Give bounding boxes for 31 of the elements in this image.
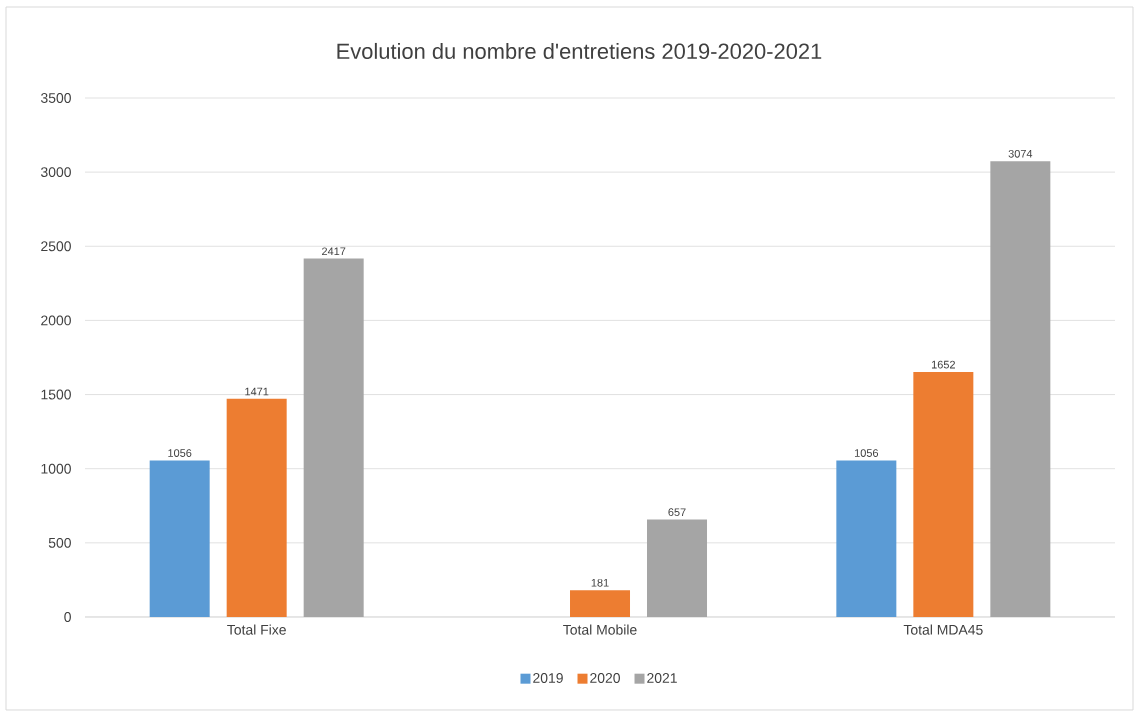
- data-label: 3074: [1008, 149, 1033, 158]
- bar: [303, 258, 364, 617]
- data-label: 181: [591, 578, 609, 587]
- bar: [913, 372, 974, 617]
- bar: [149, 460, 210, 617]
- x-tick-label: Total MDA45: [903, 624, 983, 635]
- chart-title: Evolution du nombre d'entretiens 2019-2020-2021: [337, 42, 822, 60]
- bar: [226, 398, 287, 617]
- data-label: 1652: [931, 360, 955, 369]
- y-tick-label: 3500: [40, 93, 71, 103]
- y-tick-label: 1000: [41, 463, 71, 474]
- data-label: 2417: [322, 247, 346, 256]
- bar: [836, 460, 897, 617]
- y-tick-label: 0: [64, 612, 71, 622]
- y-tick-label: 2500: [41, 241, 71, 252]
- data-label: 1056: [854, 449, 879, 457]
- y-tick-label: 2000: [41, 315, 71, 326]
- x-tick-label: Total Fixe: [227, 624, 286, 635]
- data-label: 1056: [168, 449, 192, 457]
- legend-label: 2021: [647, 673, 677, 683]
- legend-label: 2019: [533, 673, 563, 683]
- data-label: 657: [668, 508, 686, 517]
- y-tick-label: 3000: [40, 167, 71, 178]
- bar: [647, 519, 708, 617]
- bar: [990, 161, 1051, 617]
- legend-label: 2020: [590, 673, 620, 683]
- bar: [570, 590, 631, 617]
- y-tick-label: 500: [48, 537, 71, 548]
- x-tick-label: Total Mobile: [563, 624, 637, 635]
- data-label: 1471: [245, 387, 269, 396]
- y-tick-label: 1500: [41, 389, 71, 400]
